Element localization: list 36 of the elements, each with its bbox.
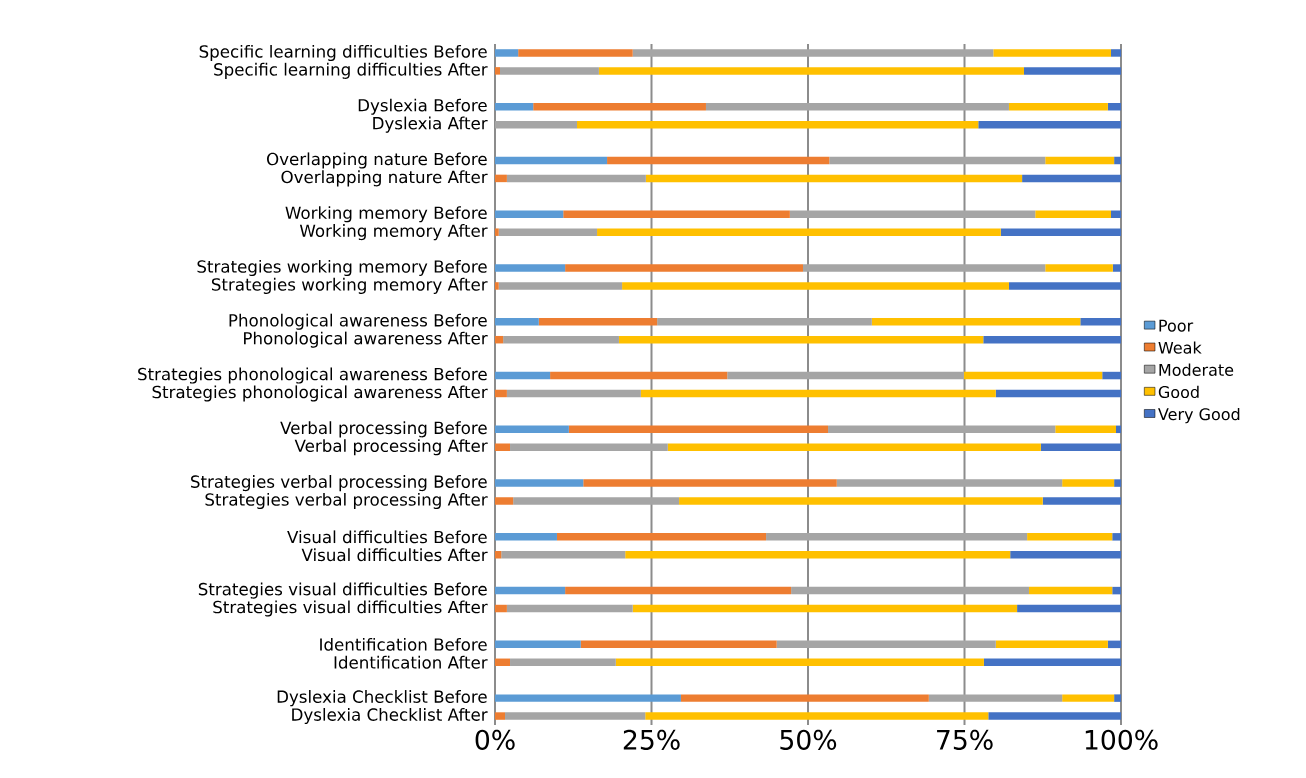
y-tick-label: Phonological awareness After — [244, 331, 488, 348]
y-tick-label: Working memory Before — [285, 206, 487, 223]
y-tick-label: Visual difficulties Before — [287, 530, 487, 544]
y-tick-label: Strategies verbal processing After — [205, 492, 488, 510]
y-tick-label: Strategies visual difficulties After — [213, 600, 488, 617]
x-tick-label: 75% — [937, 729, 993, 750]
y-tick-label: Visual difficulties After — [301, 548, 488, 562]
y-tick-label: Phonological awareness Before — [229, 313, 487, 330]
y-tick-label: Strategies visual difficulties Before — [198, 582, 487, 599]
y-tick-label: Specific learning difficulties Before — [199, 44, 487, 62]
legend-label: Weak — [1158, 341, 1202, 354]
y-tick-label: Identification After — [334, 655, 488, 669]
y-tick-label: Identification Before — [320, 637, 487, 651]
y-tick-label: Overlapping nature Before — [267, 152, 487, 169]
x-tick-label: 25% — [623, 729, 680, 750]
x-tick-label: 100% — [1085, 729, 1158, 750]
y-tick-label: Specific learning difficulties After — [214, 62, 488, 79]
y-tick-label: Verbal processing After — [294, 439, 488, 456]
y-tick-label: Verbal processing Before — [280, 421, 487, 438]
y-tick-label: Strategies working memory Before — [197, 259, 487, 277]
y-tick-label: Strategies phonological awareness Before — [138, 367, 487, 384]
y-tick-label: Strategies phonological awareness After — [152, 385, 488, 402]
legend-label: Good — [1158, 385, 1199, 399]
y-tick-label: Strategies verbal processing Before — [191, 475, 487, 492]
y-tick-label: Dyslexia Checklist Before — [277, 690, 487, 707]
y-tick-label: Working memory After — [299, 224, 488, 241]
y-tick-label: Dyslexia Before — [358, 98, 487, 115]
x-tick-label: 0% — [475, 729, 515, 750]
y-tick-label: Overlapping nature After — [281, 170, 488, 187]
y-tick-label: Dyslexia Checklist After — [292, 707, 488, 725]
y-tick-label: Strategies working memory After — [211, 277, 488, 295]
x-tick-label: 50% — [780, 729, 837, 750]
y-tick-label: Dyslexia After — [373, 116, 488, 133]
legend-label: Very Good — [1158, 407, 1240, 424]
legend-label: Poor — [1159, 319, 1194, 332]
legend-label: Moderate — [1159, 363, 1234, 376]
